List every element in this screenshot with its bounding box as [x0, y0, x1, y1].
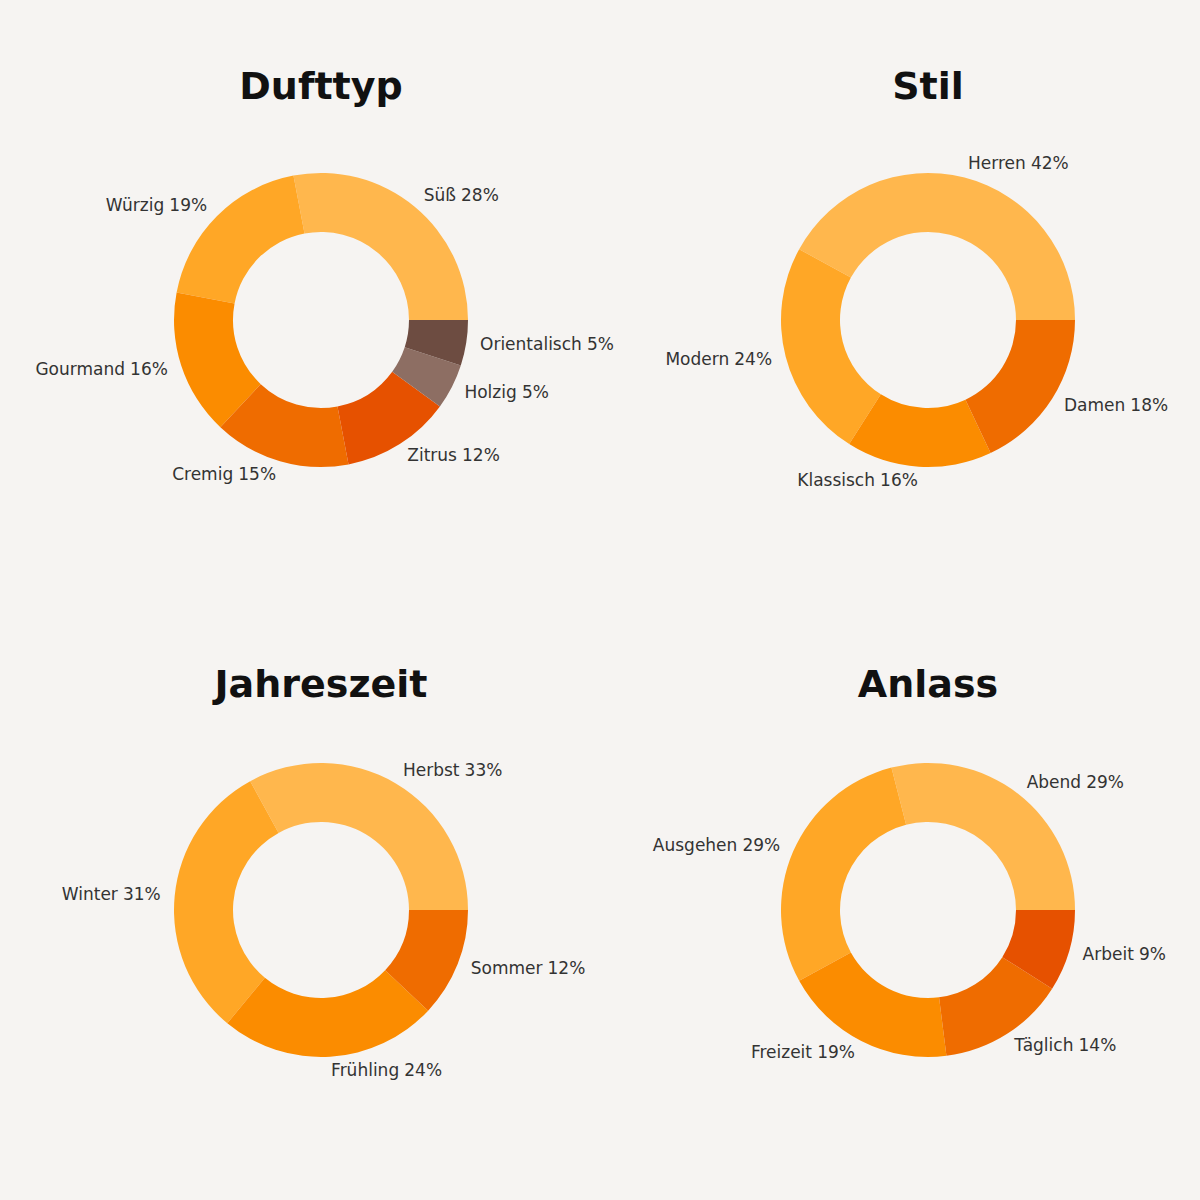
background — [0, 0, 1200, 1200]
value-label: 19% — [817, 1042, 855, 1062]
slice-label: Arbeit9% — [1083, 944, 1166, 964]
chart-title: Dufttyp — [239, 64, 402, 108]
value-label: 14% — [1079, 1035, 1117, 1055]
slices — [781, 173, 1075, 467]
slice-label: Winter31% — [62, 884, 161, 904]
slice — [405, 320, 468, 365]
category-label: Gourmand — [35, 359, 125, 379]
slice-label: Würzig19% — [106, 195, 207, 215]
value-label: 9% — [1139, 944, 1166, 964]
category-label: Damen — [1064, 395, 1125, 415]
category-label: Abend — [1027, 772, 1081, 792]
slices — [174, 173, 468, 467]
chart-title: Jahreszeit — [211, 662, 427, 706]
slice-label: Herren42% — [968, 153, 1069, 173]
value-label: 24% — [404, 1060, 442, 1080]
slice — [293, 173, 468, 320]
value-label: 29% — [742, 835, 780, 855]
category-label: Modern — [665, 349, 729, 369]
slice-label: Klassisch16% — [797, 470, 918, 490]
slice-label: Modern24% — [665, 349, 772, 369]
value-label: 33% — [465, 760, 503, 780]
slice-label: Ausgehen29% — [653, 835, 780, 855]
value-label: 24% — [734, 349, 772, 369]
labels: Herren42% Modern24% Klassisch16% Damen18% — [665, 153, 1168, 490]
slice-label: Süß28% — [424, 185, 499, 205]
value-label: 29% — [1086, 772, 1124, 792]
category-label: Süß — [424, 185, 456, 205]
slice — [385, 910, 468, 1011]
donut-panel: Jahreszeit Herbst33% Winter31% Frühling24% S… — [62, 662, 586, 1080]
chart-title: Stil — [892, 64, 964, 108]
slice-label: Freizeit19% — [751, 1042, 855, 1062]
labels: Süß28% Würzig19% Gourmand16% Cremig15% Zitru… — [35, 185, 614, 484]
value-label: 28% — [461, 185, 499, 205]
value-label: 15% — [238, 464, 276, 484]
donut-panel: StilHerren42%Modern24%Klassisch16%Damen1… — [665, 64, 1168, 490]
slices — [174, 763, 468, 1057]
category-label: Frühling — [331, 1060, 399, 1080]
value-label: 12% — [462, 445, 500, 465]
donut-panel: DufttypSüß28%Würzig19%Gourmand16%Cremig1… — [35, 64, 614, 484]
slice-label: Cremig15% — [172, 464, 276, 484]
slice — [220, 384, 348, 467]
category-label: Würzig — [106, 195, 164, 215]
value-label: 16% — [130, 359, 168, 379]
category-label: Ausgehen — [653, 835, 738, 855]
labels: Abend29%Ausgehen29%Freizeit19%Täglich14%… — [653, 772, 1166, 1063]
value-label: 5% — [587, 334, 614, 354]
value-label: 31% — [123, 884, 161, 904]
canvas: DufttypSüß28%Würzig19%Gourmand16%Cremig1… — [0, 0, 1200, 1200]
slice-label: Zitrus12% — [407, 445, 500, 465]
category-label: Orientalisch — [480, 334, 582, 354]
slice-label: Herbst33% — [403, 760, 502, 780]
slice — [781, 249, 881, 444]
slices — [781, 763, 1075, 1057]
value-label: 18% — [1130, 395, 1168, 415]
category-label: Winter — [62, 884, 118, 904]
slice — [781, 768, 906, 981]
slice-label: Damen18% — [1064, 395, 1168, 415]
category-label: Herren — [968, 153, 1026, 173]
slice — [227, 970, 428, 1057]
slice-label: Frühling24% — [331, 1060, 442, 1080]
value-label: 12% — [548, 958, 586, 978]
category-label: Zitrus — [407, 445, 457, 465]
slice — [1002, 910, 1075, 989]
value-label: 5% — [522, 382, 549, 402]
chart-title: Anlass — [858, 662, 998, 706]
category-label: Herbst — [403, 760, 460, 780]
value-label: 16% — [880, 470, 918, 490]
category-label: Cremig — [172, 464, 233, 484]
slice-label: Orientalisch5% — [480, 334, 614, 354]
labels: Herbst33% Winter31% Frühling24% Sommer12% — [62, 760, 586, 1079]
category-label: Freizeit — [751, 1042, 812, 1062]
value-label: 42% — [1031, 153, 1069, 173]
slice-label: Abend29% — [1027, 772, 1124, 792]
slice-label: Gourmand16% — [35, 359, 167, 379]
category-label: Arbeit — [1083, 944, 1135, 964]
category-label: Sommer — [471, 958, 543, 978]
slice — [799, 952, 946, 1057]
category-label: Täglich — [1013, 1035, 1073, 1055]
category-label: Klassisch — [797, 470, 875, 490]
category-label: Holzig — [464, 382, 516, 402]
donut-panel: AnlassAbend29%Ausgehen29%Freizeit19%Tägl… — [653, 662, 1166, 1063]
slice — [250, 763, 468, 910]
slice-label: Sommer12% — [471, 958, 586, 978]
slice — [965, 320, 1075, 453]
value-label: 19% — [169, 195, 207, 215]
slice-label: Täglich 14% — [1013, 1035, 1116, 1055]
slice-label: Holzig 5% — [464, 382, 548, 402]
